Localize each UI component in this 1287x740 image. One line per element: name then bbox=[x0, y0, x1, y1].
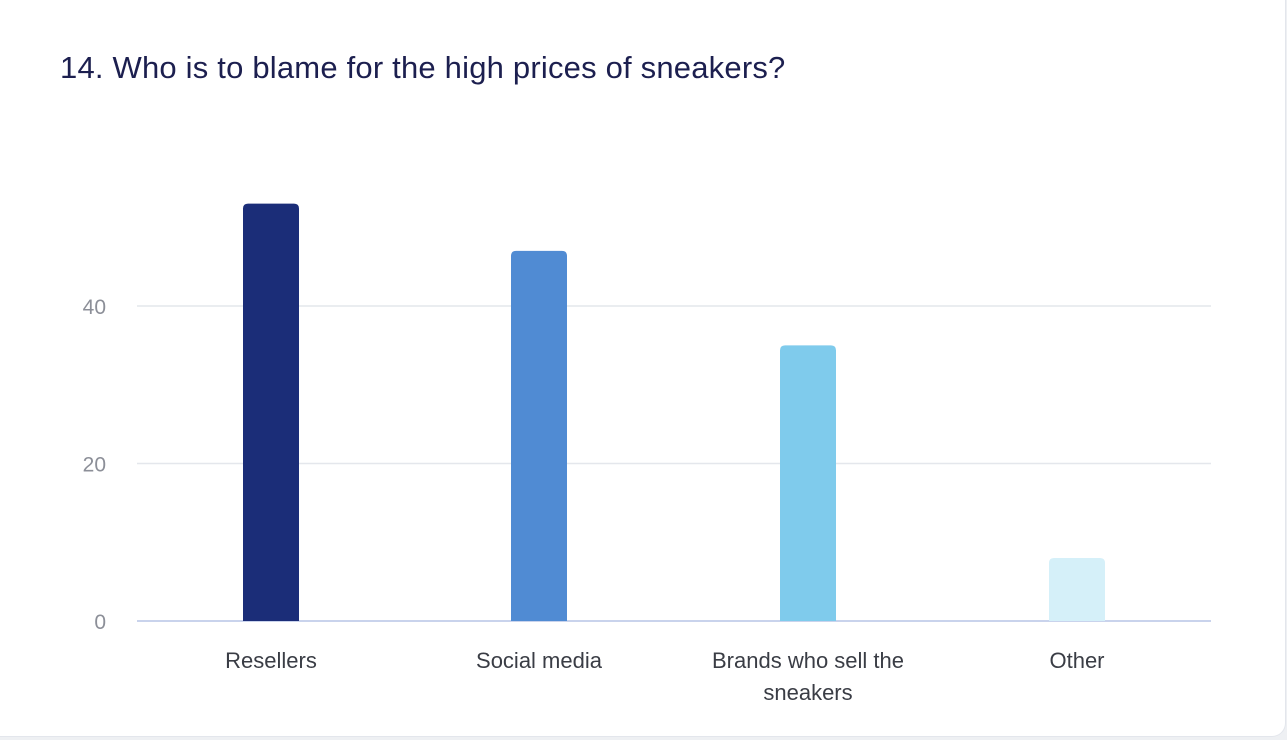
bar-3[interactable] bbox=[1049, 558, 1105, 621]
y-tick-label-40: 40 bbox=[83, 296, 106, 319]
x-category-label-1: Social media bbox=[476, 648, 603, 673]
bar-0[interactable] bbox=[243, 203, 299, 621]
y-tick-label-20: 20 bbox=[83, 454, 106, 477]
x-category-label-2-line-1: sneakers bbox=[763, 680, 852, 705]
chart-title: 14. Who is to blame for the high prices … bbox=[60, 50, 786, 85]
y-tick-label-0: 0 bbox=[94, 611, 106, 634]
x-category-label-2-line-0: Brands who sell the bbox=[712, 648, 904, 673]
x-category-label-0: Resellers bbox=[225, 648, 317, 673]
bar-2[interactable] bbox=[780, 345, 836, 621]
x-category-label-3: Other bbox=[1049, 648, 1104, 673]
bar-1[interactable] bbox=[511, 250, 567, 621]
